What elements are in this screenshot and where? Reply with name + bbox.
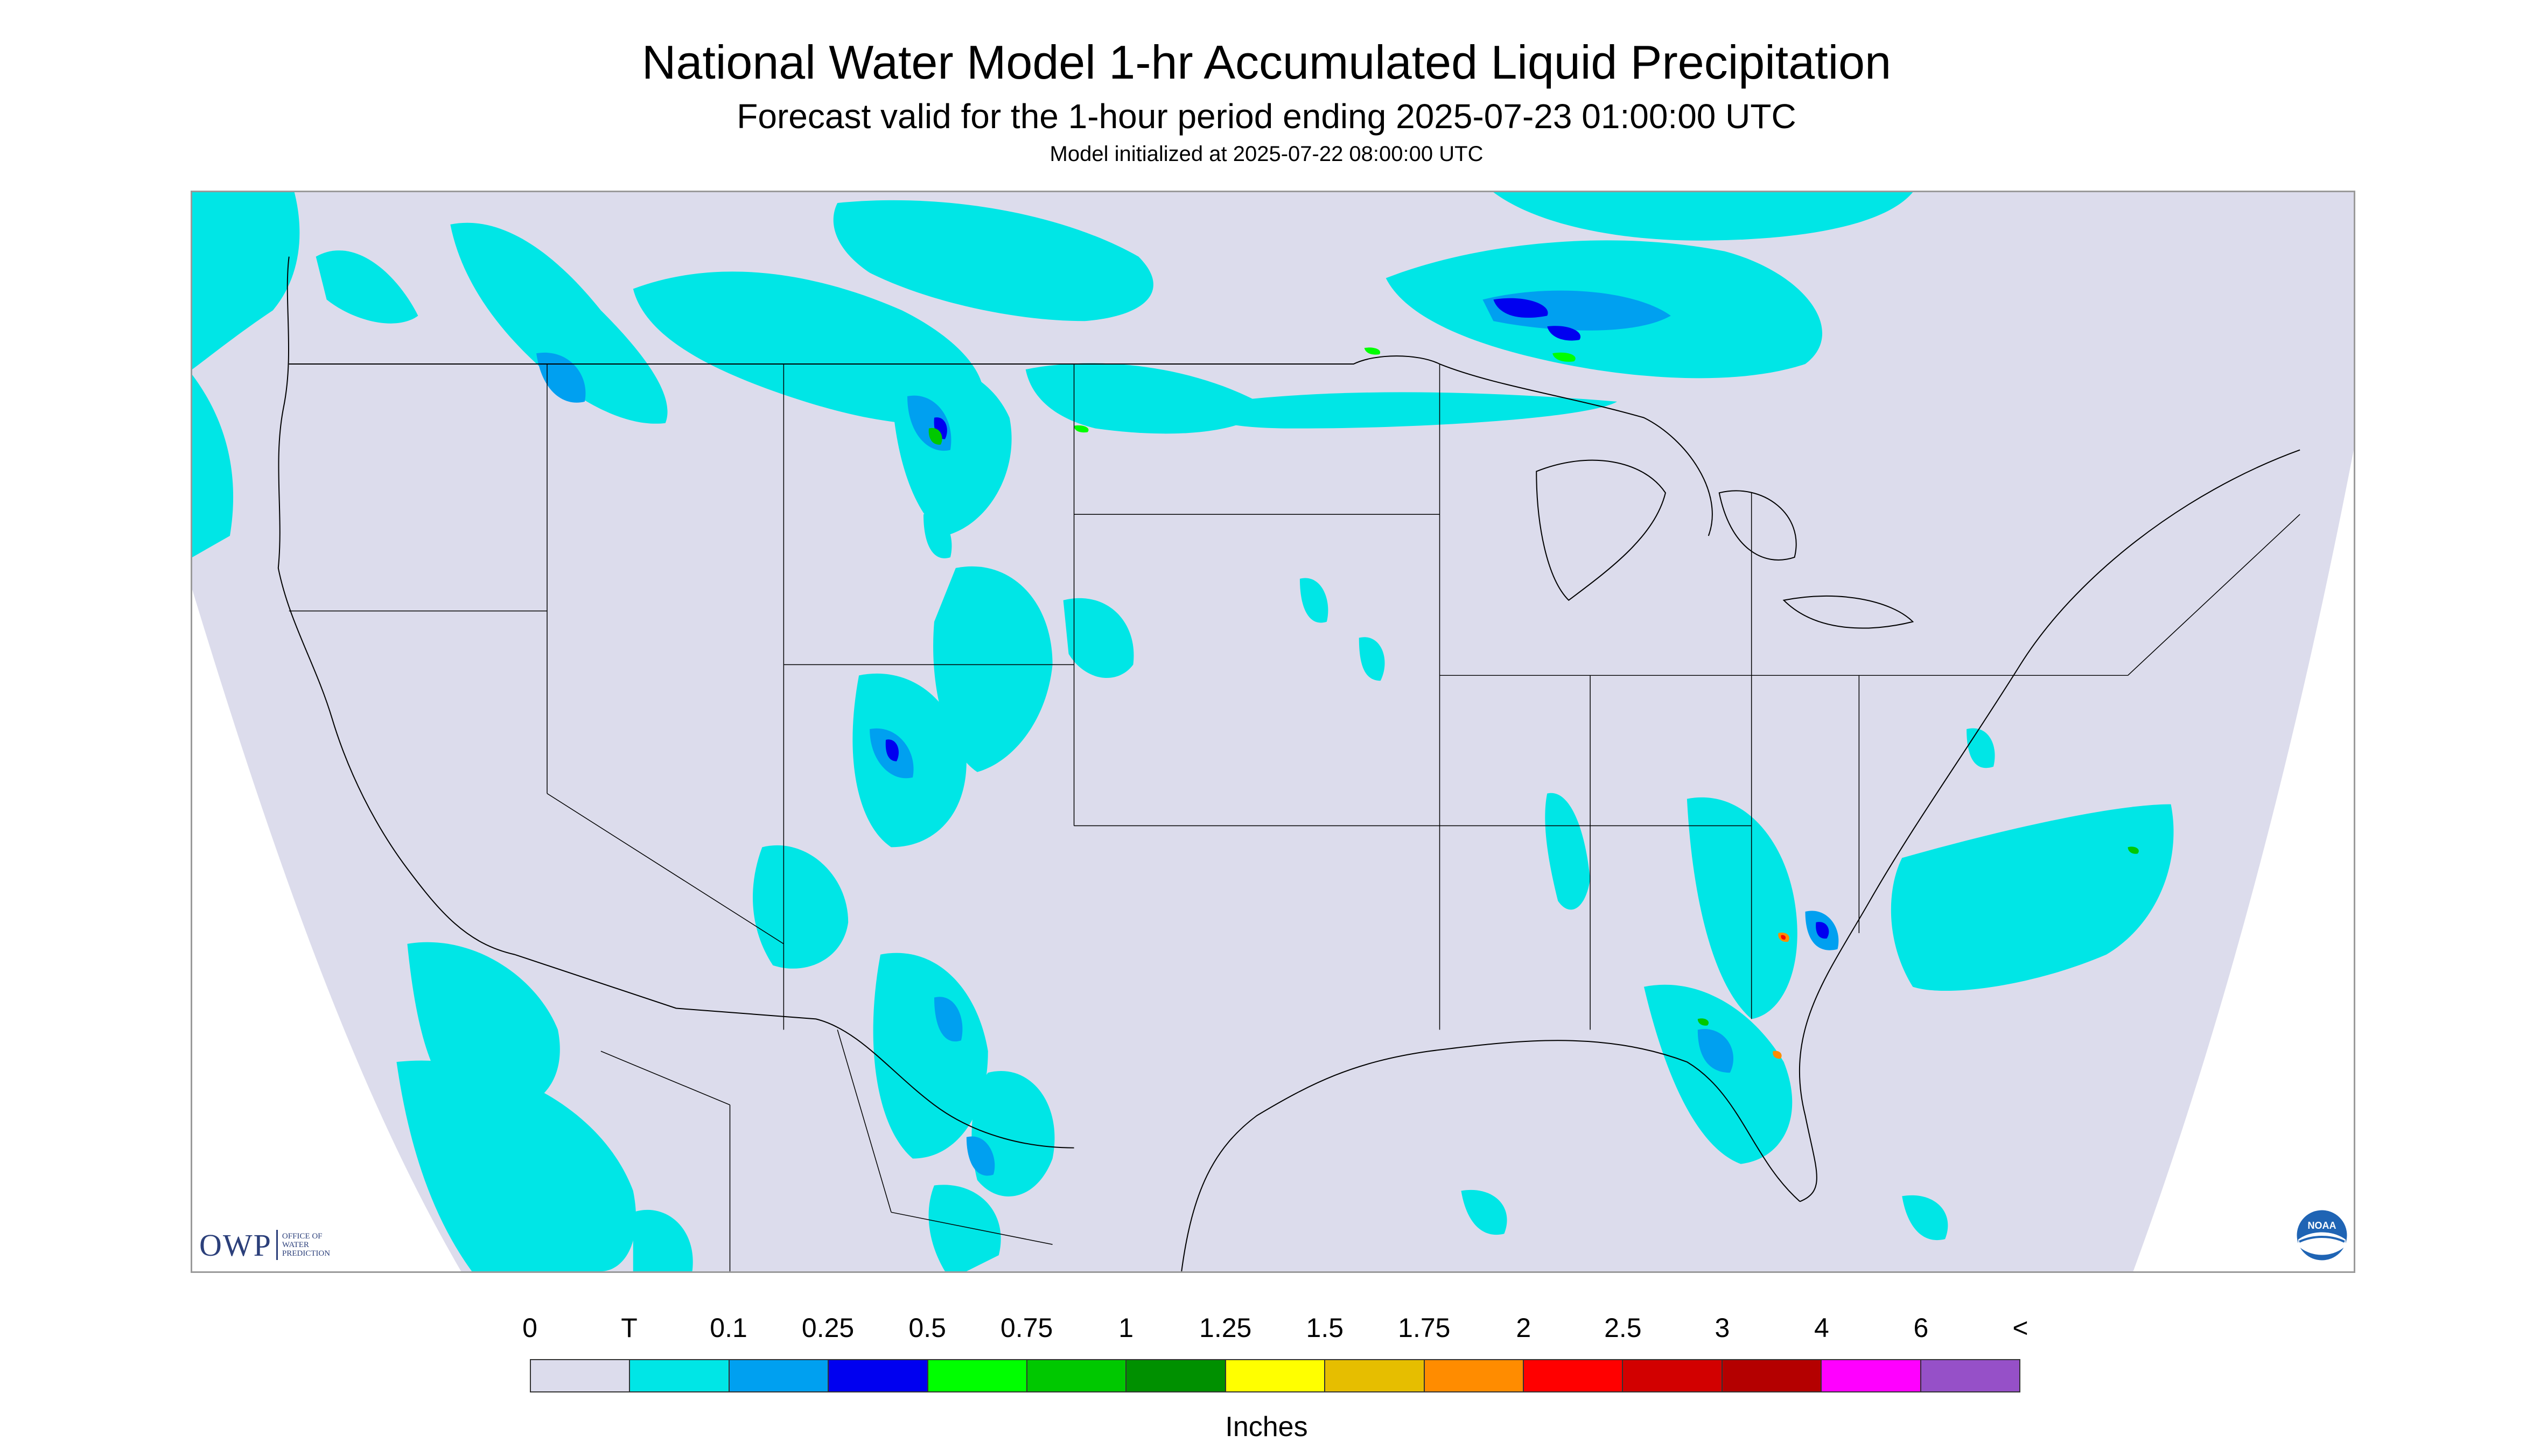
- mexico-border: [514, 954, 1074, 1149]
- owp-logo-letters: OWP: [199, 1227, 272, 1263]
- precip-moderate-areas: [885, 298, 1829, 939]
- legend-tick-label: 1.75: [1398, 1313, 1451, 1343]
- west-coastline: [277, 256, 515, 955]
- east-coastline: [1799, 449, 2300, 1202]
- canada-border: [289, 355, 1713, 536]
- legend-swatch: [1325, 1360, 1425, 1391]
- legend-swatch: [1623, 1360, 1723, 1391]
- legend-swatch: [928, 1360, 1028, 1391]
- legend-swatch: [1921, 1360, 2020, 1391]
- precipitation-map: [191, 191, 2355, 1273]
- precip-trace-areas: [192, 192, 2174, 1271]
- legend-tick-label: 1: [1118, 1313, 1134, 1343]
- mexico-internal-lines: [600, 1030, 1053, 1271]
- legend-tick-label: 2.5: [1604, 1313, 1642, 1343]
- legend-tick-label: 4: [1814, 1313, 1829, 1343]
- legend-tick-label: 1.5: [1306, 1313, 1344, 1343]
- legend-tick-label: 0: [522, 1313, 537, 1343]
- legend-tick-label: T: [621, 1313, 638, 1343]
- legend-swatch: [1226, 1360, 1326, 1391]
- owp-logo-divider: [276, 1230, 278, 1260]
- legend-swatch: [829, 1360, 928, 1391]
- legend-swatch: [630, 1360, 730, 1391]
- legend-tick-label: 6: [1913, 1313, 1929, 1343]
- gulf-coastline: [1181, 1040, 1801, 1271]
- legend-tick-label: 3: [1715, 1313, 1730, 1343]
- map-boundaries: [277, 256, 2300, 1271]
- legend-tick-label: 1.25: [1199, 1313, 1252, 1343]
- legend-swatch: [1722, 1360, 1822, 1391]
- legend-swatch: [531, 1360, 631, 1391]
- legend-swatch: [1027, 1360, 1127, 1391]
- legend-swatch: [1424, 1360, 1524, 1391]
- legend-units-label: Inches: [1225, 1411, 1308, 1443]
- map-subtitle: Forecast valid for the 1-hour period end…: [737, 97, 1796, 136]
- legend-swatch: [1126, 1360, 1226, 1391]
- legend-tick-label: 0.5: [908, 1313, 946, 1343]
- legend-swatch: [1822, 1360, 1921, 1391]
- legend-tick-label: 2: [1516, 1313, 1531, 1343]
- state-lines: [289, 364, 2300, 1030]
- legend-swatch: [729, 1360, 829, 1391]
- noaa-seal-icon: NOAA: [2295, 1208, 2349, 1262]
- model-domain: [192, 192, 2354, 1271]
- legend-tick-label: <: [2012, 1313, 2028, 1343]
- map-title: National Water Model 1-hr Accumulated Li…: [641, 36, 1892, 89]
- precip-heavy-areas: [928, 347, 2139, 1059]
- noaa-logo: NOAA: [2295, 1208, 2349, 1262]
- legend-tick-label: 0.1: [710, 1313, 747, 1343]
- legend-tick-labels: 0 T 0.1 0.25 0.5 0.75 1 1.25 1.5 1.75 2 2.5 3 4 6 <: [522, 1312, 2028, 1344]
- map-canvas: [192, 192, 2354, 1271]
- model-init-text: Model initialized at 2025-07-22 08:00:00…: [1049, 142, 1484, 166]
- precip-legend-colorbar: [530, 1359, 2020, 1392]
- legend-tick-label: 0.75: [1000, 1313, 1053, 1343]
- legend-tick-label: 0.25: [801, 1313, 855, 1343]
- svg-text:NOAA: NOAA: [2308, 1220, 2336, 1231]
- owp-logo: OWP OFFICE OF WATER PREDICTION: [199, 1227, 352, 1263]
- great-lakes: [1536, 459, 1914, 629]
- owp-logo-subtext: OFFICE OF WATER PREDICTION: [282, 1232, 331, 1258]
- legend-swatch: [1524, 1360, 1624, 1391]
